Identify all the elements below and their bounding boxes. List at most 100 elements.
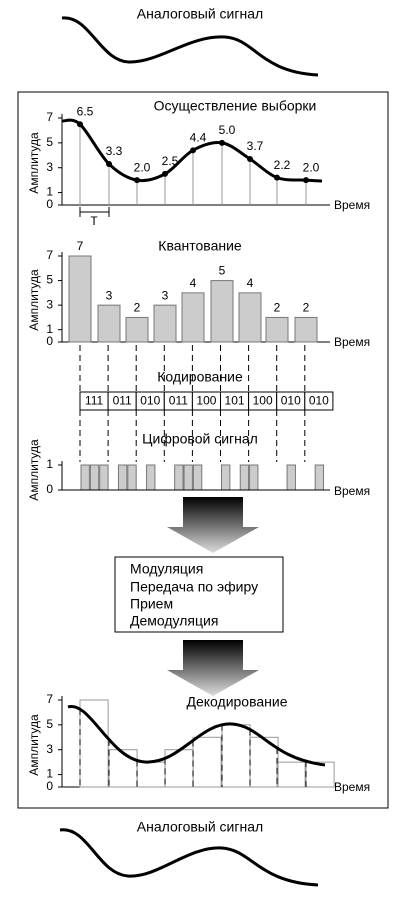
sample-point (303, 177, 309, 184)
pulse (174, 464, 184, 491)
y-tick-label: 0 (46, 482, 53, 496)
sample-point (106, 160, 112, 167)
sample-point (134, 177, 140, 184)
y-tick-label: 5 (46, 717, 53, 731)
top-label: Аналоговый сигнал (137, 6, 263, 22)
arrow (167, 640, 259, 696)
sampling-title: Осуществление выборки (154, 98, 317, 114)
value-label: 3 (162, 288, 169, 302)
sample-point (219, 139, 225, 146)
code-box (304, 391, 334, 411)
y-tick-label: 1 (46, 322, 53, 336)
value-label: 2 (274, 301, 281, 315)
y-label: Амплитуда (27, 132, 41, 194)
step: Демодуляция (130, 613, 218, 629)
step: Модуляция (130, 561, 203, 577)
decoded-level (221, 724, 251, 788)
bar (97, 304, 121, 343)
y-label: Амплитуда (27, 714, 41, 776)
decoding-title: Декодирование (187, 694, 288, 710)
code: 100 (196, 394, 216, 408)
value-label: 4 (247, 276, 254, 290)
value-label: 3.7 (247, 139, 264, 153)
pulse (249, 464, 259, 491)
code: 111 (85, 394, 104, 408)
step: Прием (130, 596, 173, 612)
analog-curve (61, 16, 319, 77)
pulse (314, 464, 325, 491)
value-label: 4.4 (190, 130, 207, 144)
decoded-level (192, 736, 222, 788)
value-label: 2 (303, 301, 310, 315)
value-label: 3.3 (106, 144, 123, 158)
pulse (146, 464, 156, 491)
step: Передача по эфиру (130, 579, 258, 595)
bar (181, 292, 205, 343)
value-label: 3 (106, 288, 113, 302)
y-tick-label: 3 (46, 160, 53, 174)
y-tick-label: 3 (46, 742, 53, 756)
sample-point (247, 156, 253, 163)
bar (294, 316, 318, 343)
code: 011 (169, 394, 188, 408)
bar (210, 280, 234, 343)
bar (265, 316, 289, 343)
arrow (167, 497, 259, 553)
decoded-level (108, 749, 138, 788)
x-label: Время (334, 484, 370, 498)
pulse (99, 464, 109, 491)
y-tick-label: 0 (46, 197, 53, 211)
y-tick-label: 7 (46, 110, 53, 124)
y-tick-label: 7 (46, 248, 53, 262)
value-label: 7 (77, 239, 84, 253)
pulse (183, 464, 193, 491)
sample-point (190, 147, 196, 154)
value-label: 2.0 (303, 160, 320, 174)
bottom-label: Аналоговый сигнал (137, 819, 263, 835)
pulse (239, 464, 250, 491)
y-label: Амплитуда (27, 439, 41, 501)
y-tick-label: 5 (46, 135, 53, 149)
y-tick-label: 1 (46, 185, 53, 199)
value-label: 5.0 (219, 123, 236, 137)
value-label: 4 (190, 276, 197, 290)
transmission-box (114, 556, 284, 633)
code: 010 (309, 394, 329, 408)
y-tick-label: 3 (46, 297, 53, 311)
pulse (221, 464, 231, 491)
pulse (80, 464, 90, 491)
analog-curve (59, 828, 319, 887)
digital-title: Цифровой сигнал (142, 431, 258, 447)
bar (238, 292, 262, 343)
pulse (89, 464, 100, 491)
bar (125, 316, 149, 343)
frame (17, 91, 389, 809)
y-label: Амплитуда (27, 269, 41, 331)
x-label: Время (334, 780, 370, 794)
decoded-level (305, 761, 335, 788)
pulse (127, 464, 137, 491)
value-label: 2.2 (274, 158, 291, 172)
code: 011 (113, 394, 132, 408)
y-tick-label: 0 (46, 779, 53, 793)
y-tick-label: 0 (46, 334, 53, 348)
y-tick-label: 1 (46, 457, 53, 471)
period-label: T (90, 214, 98, 228)
y-tick-label: 7 (46, 692, 53, 706)
value-label: 2.0 (134, 160, 151, 174)
code: 100 (253, 394, 273, 408)
decoded-level (136, 761, 166, 788)
bar (68, 255, 92, 343)
value-label: 2 (134, 301, 141, 315)
value-label: 2.5 (162, 154, 179, 168)
pulse (286, 464, 296, 491)
sample-point (77, 121, 83, 128)
y-tick-label: 5 (46, 273, 53, 287)
sample-point (274, 174, 280, 181)
coding-title: Кодирование (157, 369, 243, 385)
decoded-curve (67, 705, 326, 767)
sample-point (162, 170, 168, 177)
decoded-level (276, 761, 306, 788)
code: 101 (225, 394, 245, 408)
